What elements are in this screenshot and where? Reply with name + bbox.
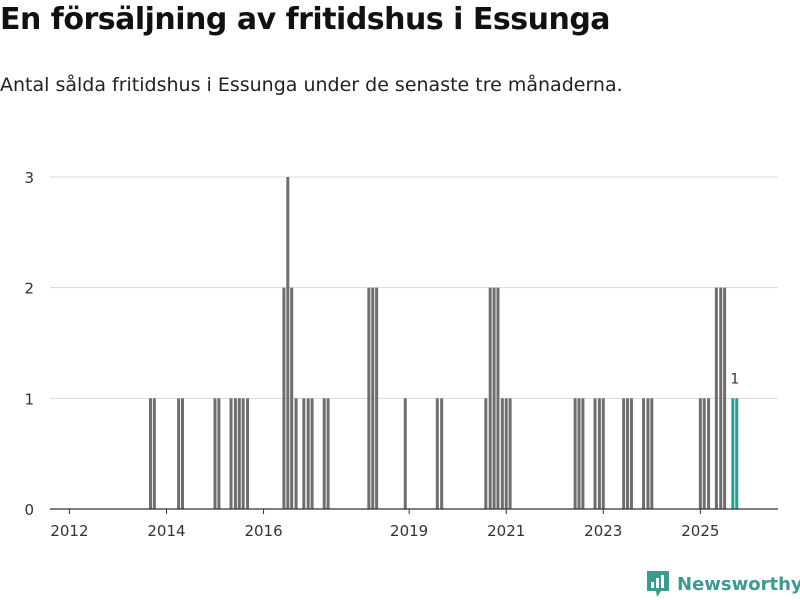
bar bbox=[229, 398, 233, 509]
bar bbox=[322, 398, 326, 509]
bar bbox=[306, 398, 310, 509]
chart-subtitle: Antal sålda fritidshus i Essunga under d… bbox=[0, 74, 623, 96]
bar bbox=[152, 398, 156, 509]
bar bbox=[237, 398, 241, 509]
bar bbox=[642, 398, 646, 509]
x-tick-label: 2021 bbox=[487, 522, 525, 540]
bar bbox=[286, 177, 290, 509]
bar bbox=[148, 398, 152, 509]
chart-title: En försäljning av fritidshus i Essunga bbox=[0, 2, 611, 37]
bar bbox=[310, 398, 314, 509]
bar bbox=[698, 398, 702, 509]
bar bbox=[735, 398, 739, 509]
bar bbox=[731, 398, 735, 509]
x-tick-label: 2019 bbox=[390, 522, 428, 540]
bar bbox=[290, 287, 294, 509]
bar bbox=[577, 398, 581, 509]
bar bbox=[650, 398, 654, 509]
bar bbox=[282, 287, 286, 509]
bar bbox=[217, 398, 221, 509]
x-tick-label: 2016 bbox=[244, 522, 282, 540]
bar bbox=[294, 398, 298, 509]
bar bbox=[371, 287, 375, 509]
bar bbox=[246, 398, 250, 509]
bar bbox=[500, 398, 504, 509]
bar bbox=[707, 398, 711, 509]
bar bbox=[403, 398, 407, 509]
bar bbox=[177, 398, 181, 509]
x-tick-label: 2014 bbox=[147, 522, 185, 540]
bar bbox=[593, 398, 597, 509]
bar bbox=[496, 287, 500, 509]
bar bbox=[719, 287, 723, 509]
bar bbox=[302, 398, 306, 509]
bar bbox=[629, 398, 633, 509]
y-tick-label: 1 bbox=[24, 390, 34, 408]
bar bbox=[233, 398, 237, 509]
bar bbox=[646, 398, 650, 509]
y-tick-label: 0 bbox=[24, 501, 34, 519]
bar bbox=[573, 398, 577, 509]
bar bbox=[504, 398, 508, 509]
bar-data-label: 1 bbox=[730, 371, 739, 387]
bar bbox=[180, 398, 184, 509]
bar bbox=[492, 287, 496, 509]
x-tick-label: 2012 bbox=[50, 522, 88, 540]
bar bbox=[241, 398, 245, 509]
bar bbox=[435, 398, 439, 509]
bar bbox=[213, 398, 217, 509]
bar bbox=[581, 398, 585, 509]
bar bbox=[626, 398, 630, 509]
bar bbox=[508, 398, 512, 509]
x-tick-label: 2023 bbox=[584, 522, 622, 540]
y-tick-label: 3 bbox=[24, 169, 34, 187]
brand-name: Newsworthy bbox=[677, 573, 800, 595]
newsworthy-logo-icon bbox=[647, 571, 669, 597]
bar bbox=[723, 287, 727, 509]
bar bbox=[484, 398, 488, 509]
bar bbox=[597, 398, 601, 509]
y-tick-label: 2 bbox=[24, 280, 34, 298]
bar bbox=[702, 398, 706, 509]
bar bbox=[326, 398, 330, 509]
bar bbox=[440, 398, 444, 509]
bar bbox=[488, 287, 492, 509]
bar bbox=[622, 398, 626, 509]
bar bbox=[714, 287, 718, 509]
x-tick-label: 2025 bbox=[681, 522, 719, 540]
bar bbox=[367, 287, 371, 509]
bar bbox=[601, 398, 605, 509]
brand-logo: Newsworthy bbox=[645, 569, 800, 599]
bar bbox=[375, 287, 379, 509]
